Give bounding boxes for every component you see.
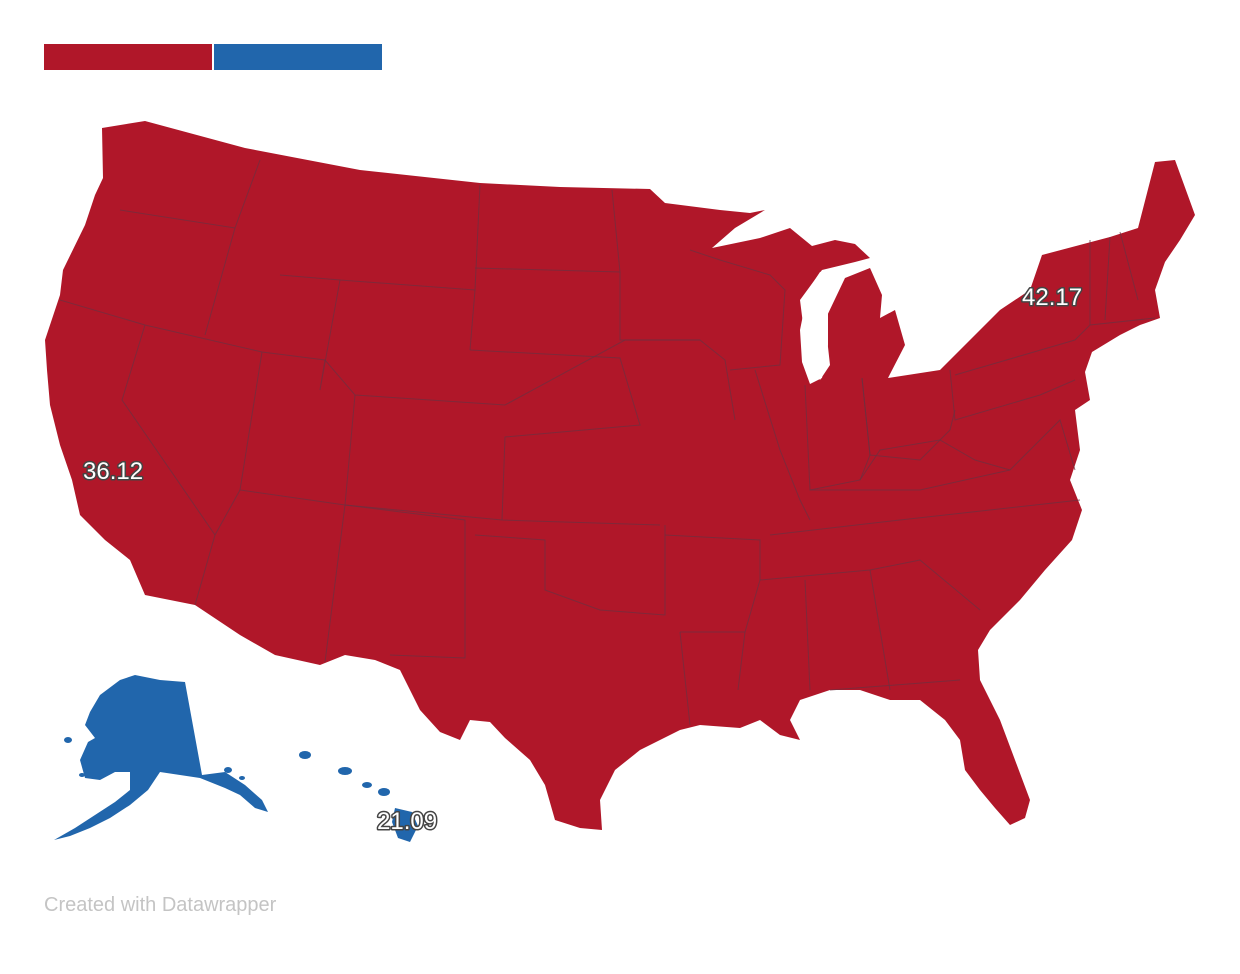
state-borders: [59, 159, 1156, 726]
contiguous-us: [45, 121, 1195, 830]
legend-swatch-blue: [214, 44, 382, 70]
datawrapper-credit: Created with Datawrapper: [44, 894, 277, 916]
alaska-islands: [64, 737, 245, 780]
hawaii: [299, 751, 418, 842]
legend-swatch-red: [44, 44, 212, 70]
label-hawaii: 21.09: [377, 808, 437, 835]
label-new-york: 42.17: [1022, 284, 1082, 311]
lake-michigan: [800, 268, 840, 384]
color-legend: [44, 44, 382, 70]
label-california: 36.12: [83, 458, 143, 485]
alaska: [54, 675, 268, 840]
